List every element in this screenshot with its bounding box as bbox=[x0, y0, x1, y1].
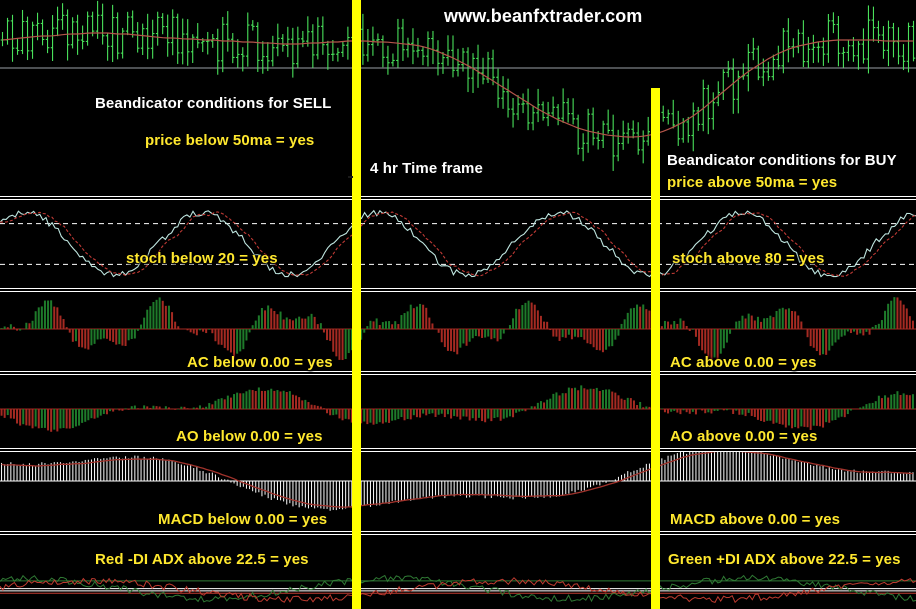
label-macd-buy: MACD above 0.00 = yes bbox=[670, 511, 841, 528]
label-stoch-sell: stoch below 20 = yes bbox=[126, 250, 278, 267]
site-watermark: www.beanfxtrader.com bbox=[444, 6, 643, 26]
panel-separator bbox=[0, 534, 916, 535]
label-buy-price-ma: price above 50ma = yes bbox=[667, 174, 838, 191]
adx-lines bbox=[0, 574, 916, 604]
stochastic-lines bbox=[0, 209, 916, 278]
sell-marker-notch bbox=[348, 176, 353, 178]
panel-accelerator[interactable] bbox=[0, 292, 916, 371]
label-sell-price-ma: price below 50ma = yes bbox=[145, 132, 315, 149]
label-ao-buy: AO above 0.00 = yes bbox=[670, 428, 818, 445]
label-stoch-buy: stoch above 80 = yes bbox=[672, 250, 825, 267]
awesome-histogram bbox=[0, 385, 916, 432]
price-candles bbox=[0, 0, 916, 171]
label-ao-sell: AO below 0.00 = yes bbox=[176, 428, 323, 445]
panel-separator bbox=[0, 531, 916, 532]
panel-separator bbox=[0, 288, 916, 289]
panel-separator bbox=[0, 451, 916, 452]
panel-price[interactable] bbox=[0, 0, 916, 196]
label-ac-buy: AC above 0.00 = yes bbox=[670, 354, 817, 371]
label-sell-title: Beandicator conditions for SELL bbox=[95, 95, 332, 112]
panel-macd[interactable] bbox=[0, 452, 916, 531]
panel-stochastic[interactable] bbox=[0, 200, 916, 288]
panel-separator bbox=[0, 196, 916, 197]
accelerator-histogram bbox=[0, 297, 916, 362]
label-timeframe: 4 hr Time frame bbox=[370, 160, 483, 177]
label-buy-title: Beandicator conditions for BUY bbox=[667, 152, 897, 169]
label-ac-sell: AC below 0.00 = yes bbox=[187, 354, 333, 371]
label-macd-sell: MACD below 0.00 = yes bbox=[158, 511, 328, 528]
buy-marker-line[interactable] bbox=[651, 88, 660, 609]
label-adx-sell: Red -DI ADX above 22.5 = yes bbox=[95, 551, 309, 568]
panel-adx[interactable] bbox=[0, 535, 916, 609]
label-adx-buy: Green +DI ADX above 22.5 = yes bbox=[668, 551, 901, 568]
sell-marker-line[interactable] bbox=[352, 0, 361, 609]
panel-separator bbox=[0, 199, 916, 200]
panel-awesome[interactable] bbox=[0, 375, 916, 448]
panel-separator bbox=[0, 371, 916, 372]
panel-separator bbox=[0, 291, 916, 292]
panel-separator bbox=[0, 448, 916, 449]
macd-histogram bbox=[0, 452, 916, 511]
panel-separator bbox=[0, 374, 916, 375]
